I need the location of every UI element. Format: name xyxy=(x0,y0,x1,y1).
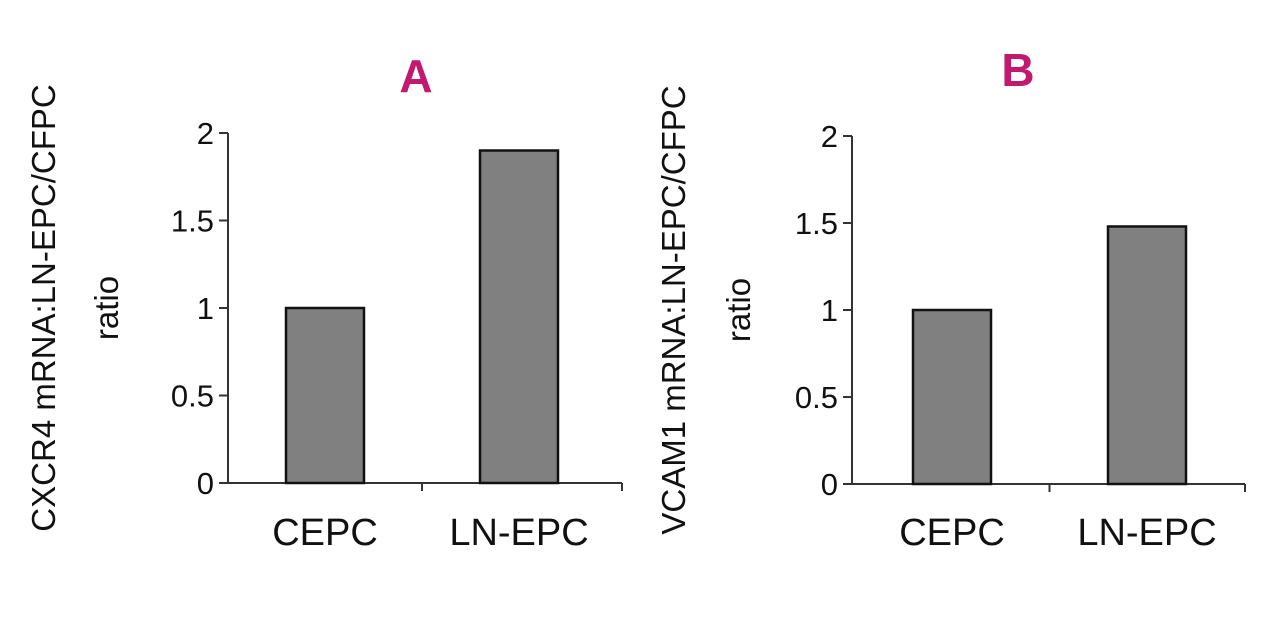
x-category-label: CEPC xyxy=(899,512,1005,554)
y-axis-label: ratio xyxy=(88,276,125,340)
x-category-label: LN-EPC xyxy=(449,512,588,554)
y-tick-label: 2 xyxy=(197,116,214,151)
y-tick-label: 1 xyxy=(197,291,214,326)
y-tick-label: 0 xyxy=(821,467,838,502)
y-tick-label: 0.5 xyxy=(795,380,838,415)
chart-panel-b: B VCAM1 mRNA:LN-EPC/CFPC ratio 0 0.5 1 1.5 2 CEP… xyxy=(655,44,1246,554)
y-tick-label: 0.5 xyxy=(171,379,214,414)
y-tick-label: 1 xyxy=(821,293,838,328)
chart-panel-a: A CXCR4 mRNA:LN-EPC/CFPC ratio 0 0.5 1 1.5 2 CEP… xyxy=(25,50,623,554)
bar-ln-epc xyxy=(478,149,560,485)
x-category-label: CEPC xyxy=(272,512,378,554)
y-axis-label: CXCR4 mRNA:LN-EPC/CFPC xyxy=(25,84,62,531)
bar-cepc xyxy=(911,308,993,486)
x-category-label: LN-EPC xyxy=(1077,512,1216,554)
y-tick-label: 1.5 xyxy=(171,204,214,239)
y-tick-label: 1.5 xyxy=(795,206,838,241)
y-tick-label: 0 xyxy=(197,466,214,501)
bar-ln-epc xyxy=(1106,225,1188,486)
panels: A CXCR4 mRNA:LN-EPC/CFPC ratio 0 0.5 1 1.5 2 CEP… xyxy=(25,44,1246,554)
panel-letter: A xyxy=(399,50,432,102)
bar-cepc xyxy=(284,306,366,485)
y-axis-label: VCAM1 mRNA:LN-EPC/CFPC xyxy=(655,85,692,534)
y-tick-label: 2 xyxy=(821,119,838,154)
y-axis-label: ratio xyxy=(720,278,757,342)
panel-letter: B xyxy=(1001,44,1034,96)
